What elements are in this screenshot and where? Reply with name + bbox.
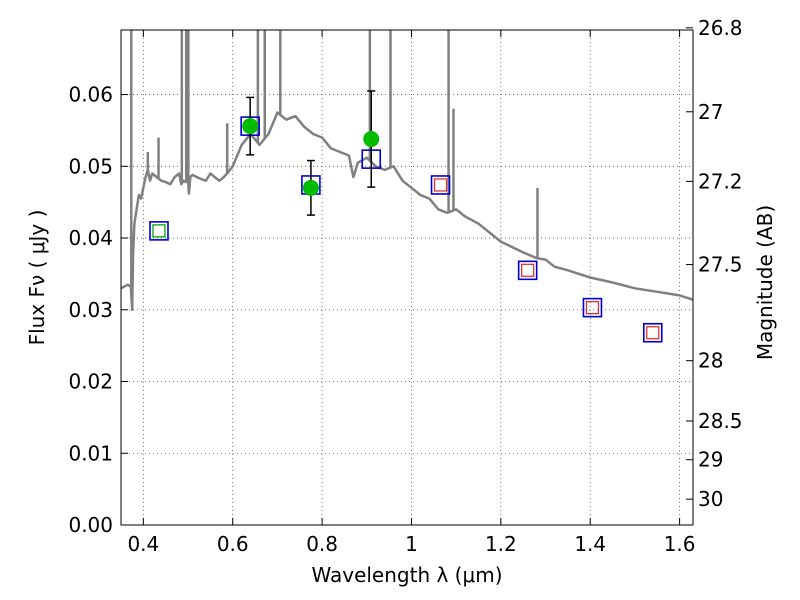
right-tick-label: 28.5: [698, 409, 743, 433]
ticks: 0.4 0.6 0.8 1 1.2 1.4 1.6 0.00 0.01 0.02 0.03 0.04 0…: [68, 16, 742, 556]
y-tick-label: 0.05: [68, 154, 113, 178]
model-box-inner: [585, 300, 600, 315]
plot-frame: [120, 29, 694, 526]
right-tick-label: 27: [698, 100, 723, 124]
x-tick-label: 0.8: [306, 532, 338, 556]
x-tick-label: 1.4: [574, 532, 606, 556]
model-box: [430, 175, 451, 195]
model-box: [582, 297, 603, 318]
y-tick-label: 0.03: [68, 298, 113, 322]
model-box-inner: [152, 224, 166, 238]
model-box: [149, 221, 169, 241]
observed-point: [242, 118, 259, 135]
observed-point: [302, 179, 319, 196]
model-box-inner: [521, 263, 535, 277]
y-tick-label: 0.01: [68, 441, 113, 465]
model-box: [517, 260, 538, 281]
y-axis-label: Flux Fν ( μJy ): [25, 210, 49, 346]
right-tick-label: 28: [698, 349, 723, 373]
model-box-inner: [646, 326, 660, 340]
model-photometry: [149, 116, 663, 343]
model-spectrum: [120, 30, 694, 312]
x-axis-label: Wavelength λ (μm): [311, 563, 502, 587]
right-tick-label: 26.8: [698, 16, 743, 40]
right-tick-label: 27.2: [698, 169, 743, 193]
right-axis-label: Magnitude (AB): [753, 205, 777, 360]
model-spectrum-line: [120, 111, 694, 312]
x-tick-label: 1.2: [485, 532, 517, 556]
observed-photometry: [242, 90, 380, 216]
x-tick-label: 0.6: [217, 532, 249, 556]
y-tick-label: 0.00: [68, 513, 113, 537]
right-tick-label: 30: [698, 487, 723, 511]
x-tick-label: 0.4: [127, 532, 159, 556]
x-tick-label: 1.6: [664, 532, 696, 556]
y-tick-label: 0.04: [68, 226, 113, 250]
right-tick-label: 27.5: [698, 253, 743, 277]
x-tick-label: 1: [405, 532, 418, 556]
y-tick-label: 0.02: [68, 370, 113, 394]
observed-point: [363, 131, 380, 148]
model-box-inner: [433, 178, 448, 192]
right-tick-label: 29: [698, 448, 723, 472]
y-tick-label: 0.06: [68, 83, 113, 107]
model-box: [642, 322, 663, 343]
